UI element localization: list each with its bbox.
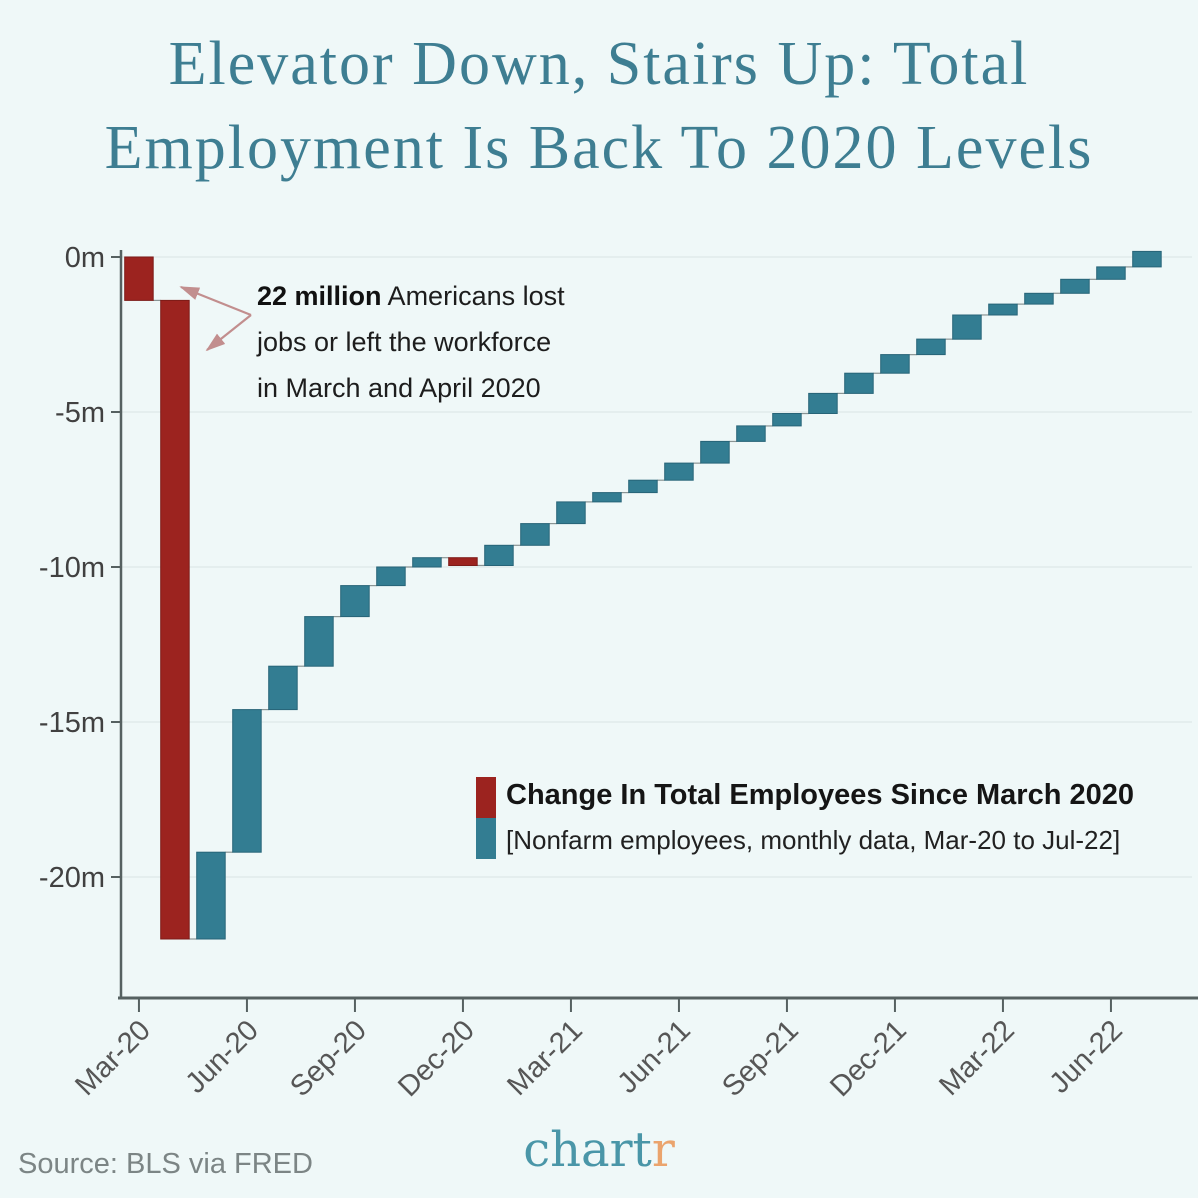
bar-Aug-21 bbox=[736, 425, 766, 442]
chartr-logo-accent: r bbox=[651, 1122, 675, 1178]
y-tick-label--10m: -10m bbox=[39, 552, 105, 584]
chartr-logo: chartr bbox=[0, 1124, 1198, 1176]
legend-swatch-positive bbox=[476, 818, 496, 859]
bar-Mar-21 bbox=[556, 501, 586, 525]
bar-Oct-20 bbox=[376, 566, 406, 587]
annotation-highlight: 22 million bbox=[257, 281, 382, 311]
x-tick-label-Sep-20: Sep-20 bbox=[284, 1014, 373, 1103]
source-credit: Source: BLS via FRED bbox=[18, 1148, 313, 1180]
chart-legend: Change In Total Employees Since March 20… bbox=[476, 777, 1134, 859]
legend-text: Change In Total Employees Since March 20… bbox=[506, 777, 1134, 855]
y-tick-label--5m: -5m bbox=[55, 397, 105, 429]
bar-Sep-21 bbox=[772, 413, 802, 427]
page-title: Elevator Down, Stairs Up: Total Employme… bbox=[0, 22, 1198, 190]
annotation-callout: 22 million Americans lost jobs or left t… bbox=[257, 273, 565, 411]
bar-Jul-21 bbox=[700, 440, 730, 464]
bar-Nov-20 bbox=[412, 557, 442, 568]
bar-Apr-20 bbox=[160, 299, 190, 940]
bar-Apr-21 bbox=[592, 492, 622, 503]
x-tick-label-Sep-21: Sep-21 bbox=[716, 1014, 805, 1103]
bar-Mar-22 bbox=[988, 303, 1018, 316]
x-tick-label-Dec-20: Dec-20 bbox=[392, 1014, 481, 1103]
x-tick-label-Jun-21: Jun-21 bbox=[612, 1014, 697, 1099]
bar-Jan-21 bbox=[484, 544, 514, 566]
bar-May-22 bbox=[1060, 278, 1090, 294]
bar-May-21 bbox=[628, 479, 658, 494]
y-tick-label--20m: -20m bbox=[39, 862, 105, 894]
legend-swatch bbox=[476, 777, 496, 859]
bar-Jun-21 bbox=[664, 462, 694, 481]
bar-Mar-20 bbox=[124, 256, 154, 301]
bar-Feb-21 bbox=[520, 523, 550, 546]
page-title-line2: Employment Is Back To 2020 Levels bbox=[104, 114, 1094, 182]
y-tick-label-0m: 0m bbox=[65, 242, 105, 274]
bar-Feb-22 bbox=[952, 314, 982, 340]
bar-Jul-22 bbox=[1132, 250, 1162, 268]
x-tick-label-Jun-22: Jun-22 bbox=[1044, 1014, 1129, 1099]
annotation-line2: jobs or left the workforce bbox=[257, 327, 552, 357]
bar-Jun-20 bbox=[232, 709, 262, 853]
x-tick-label-Mar-20: Mar-20 bbox=[69, 1014, 157, 1102]
x-tick-label-Jun-20: Jun-20 bbox=[180, 1014, 265, 1099]
annotation-line3: in March and April 2020 bbox=[257, 373, 541, 403]
page-title-line1: Elevator Down, Stairs Up: Total bbox=[168, 30, 1030, 98]
annotation-arrow-march bbox=[179, 285, 252, 317]
bar-Jan-22 bbox=[916, 338, 946, 356]
bar-Jul-20 bbox=[268, 665, 298, 711]
x-tick-label-Mar-22: Mar-22 bbox=[933, 1014, 1021, 1102]
bar-Jun-22 bbox=[1096, 266, 1126, 280]
bar-May-20 bbox=[196, 851, 226, 940]
x-tick-label-Dec-21: Dec-21 bbox=[824, 1014, 913, 1103]
bar-Nov-21 bbox=[844, 372, 874, 394]
bar-Dec-20 bbox=[448, 557, 478, 567]
legend-title: Change In Total Employees Since March 20… bbox=[506, 779, 1135, 811]
y-tick-label--15m: -15m bbox=[39, 707, 105, 739]
bar-Apr-22 bbox=[1024, 292, 1054, 305]
annotation-arrow-april bbox=[205, 314, 252, 352]
bar-Sep-20 bbox=[340, 585, 370, 618]
annotation-line1: 22 million Americans lost bbox=[257, 273, 565, 319]
bar-Oct-21 bbox=[808, 392, 838, 414]
legend-subtitle: [Nonfarm employees, monthly data, Mar-20… bbox=[506, 825, 1121, 855]
annotation-line1-rest: Americans lost bbox=[381, 281, 565, 311]
chartr-logo-main: chart bbox=[523, 1122, 652, 1178]
bar-Dec-21 bbox=[880, 354, 910, 374]
legend-swatch-negative bbox=[476, 777, 496, 818]
bar-Aug-20 bbox=[304, 616, 334, 667]
x-tick-label-Mar-21: Mar-21 bbox=[501, 1014, 589, 1102]
